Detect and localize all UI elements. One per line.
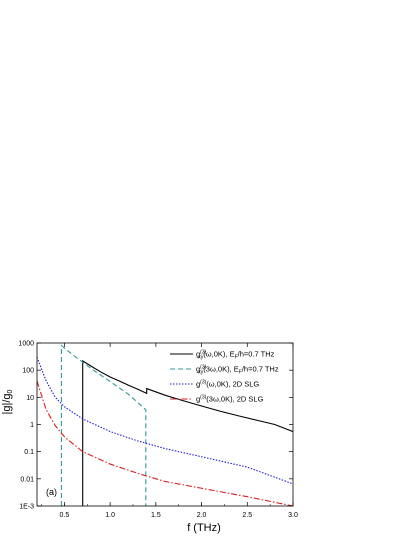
- legend-entry-g3w-ef: g(3) xy(ω,0K), EF/h=0.7 THz: [196, 350, 275, 361]
- series-layer: [37, 344, 293, 506]
- y-tick-label: 1: [30, 422, 34, 429]
- series-line-g3w-slg: [37, 357, 293, 485]
- x-axis-label: f (THz): [187, 522, 221, 534]
- x-tick-label: 2.0: [197, 512, 207, 519]
- legend-sup: (3): [200, 380, 206, 386]
- legend-entry-g3-3w-slg: g(3)(3ω,0K), 2D SLG: [196, 395, 264, 404]
- legend-main: g: [196, 350, 200, 359]
- x-tick-label: 1.0: [105, 512, 115, 519]
- legend-main: g: [196, 395, 200, 404]
- legend-tail: /h=0.7 THz: [242, 365, 279, 374]
- x-tick-label: 2.5: [242, 512, 252, 519]
- y-tick-label: 0.1: [24, 449, 34, 456]
- legend-main: g: [196, 365, 200, 374]
- legend-rest: (ω,0K), 2D SLG: [206, 380, 259, 389]
- y-tick-label: 10: [26, 395, 34, 402]
- y-axis-label-sub: 0: [7, 389, 14, 393]
- legend-tail: /h=0.7 THz: [238, 350, 275, 359]
- y-axis-label: |g|/g0: [1, 389, 14, 414]
- series-line-g3-3w-ef: [60, 344, 147, 506]
- y-tick-label: 0.01: [20, 476, 34, 483]
- legend-sub2: F: [239, 370, 242, 376]
- y-tick-label: 1E-3: [19, 504, 34, 511]
- legend-sub: xy: [198, 355, 204, 361]
- y-tick-label: 1000: [18, 341, 34, 348]
- panel-label: (a): [46, 487, 57, 497]
- legend-entry-g3w-slg: g(3)(ω,0K), 2D SLG: [196, 380, 259, 389]
- legend-sup: (3): [200, 365, 206, 371]
- series-line-g3w-ef: [82, 359, 293, 506]
- svg-text:|g|/g0: |g|/g0: [1, 389, 14, 414]
- x-tick-label: 3.0: [288, 512, 298, 519]
- legend-entry-g3-3w-ef: g(3) xy(3ω,0K), EF/h=0.7 THz: [196, 365, 279, 376]
- legend-rest: (ω,0K), E: [203, 350, 234, 359]
- x-tick-label: 1.5: [151, 512, 161, 519]
- legend-sup: (3): [200, 350, 206, 356]
- y-axis-label-main: |g|/g: [1, 393, 13, 414]
- legend-rest: (3ω,0K), E: [203, 365, 238, 374]
- series-line-g3-3w-slg: [37, 380, 293, 506]
- axes: 0.5 1.0 1.5 2.0 2.5 3.0 1E-3 0.01 0.1 1 10 100 1000: [18, 341, 298, 520]
- legend-sup: (3): [200, 395, 206, 401]
- y-tick-label: 100: [22, 368, 34, 375]
- legend-main: g: [196, 380, 200, 389]
- legend-sub: xy: [198, 370, 204, 376]
- legend-sub2: F: [235, 355, 238, 361]
- x-tick-label: 0.5: [60, 512, 70, 519]
- legend-rest: (3ω,0K), 2D SLG: [206, 395, 263, 404]
